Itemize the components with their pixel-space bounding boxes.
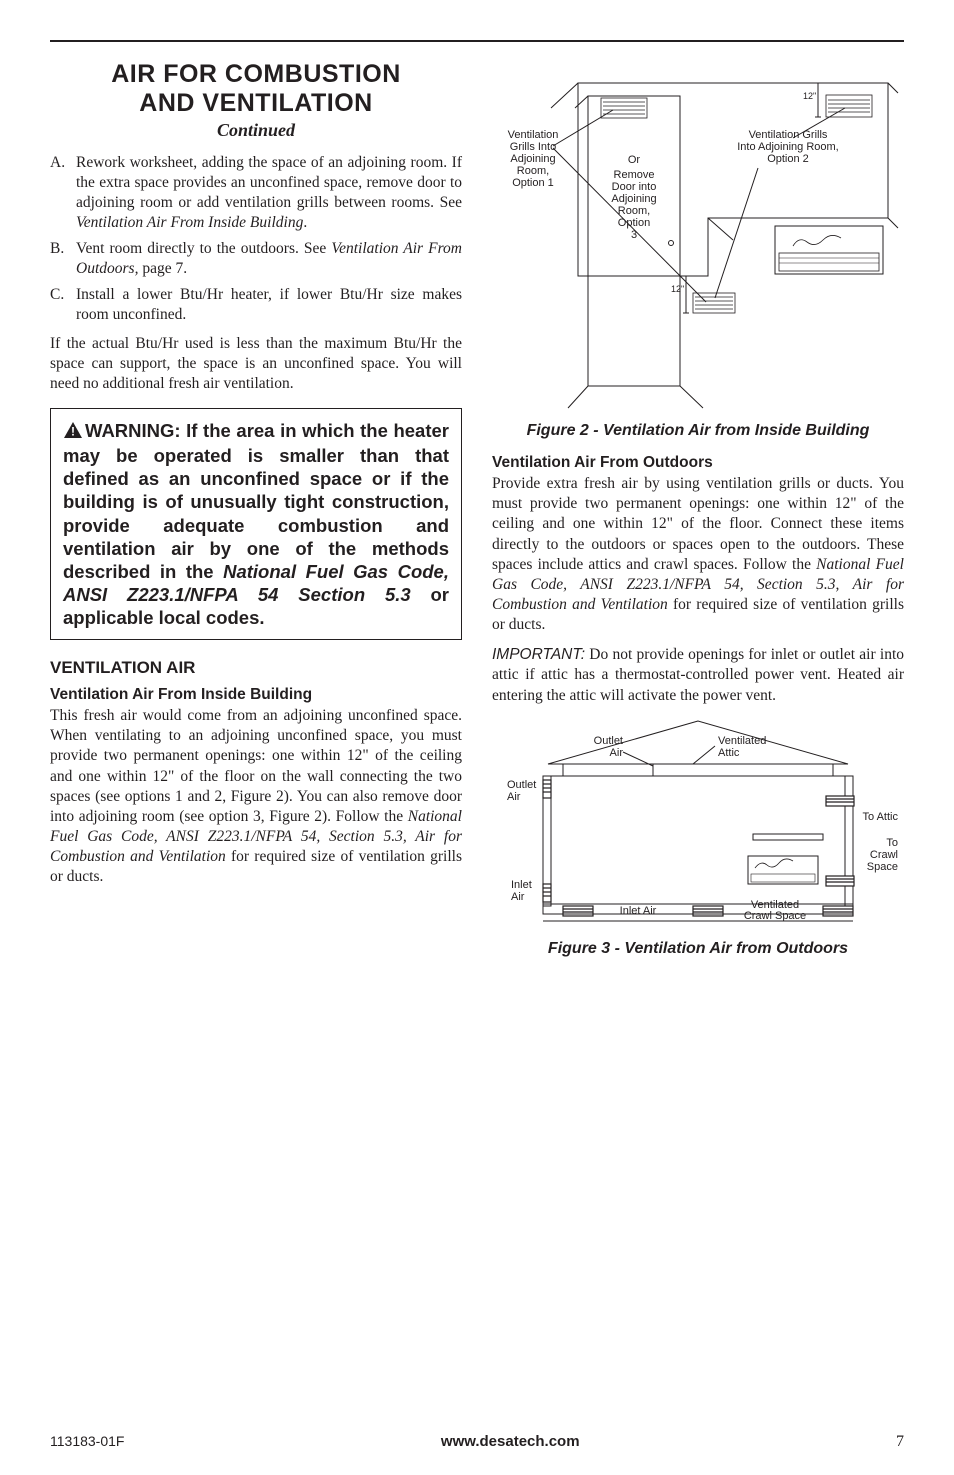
left-column: AIR FOR COMBUSTION AND VENTILATION Conti… — [50, 60, 462, 972]
paragraph: Provide extra fresh air by using ventila… — [492, 474, 904, 635]
vent-grill-icon — [543, 884, 551, 902]
svg-text:Option: Option — [618, 217, 650, 229]
list-text: Vent room directly to the outdoors. See … — [76, 239, 462, 279]
title-line-2: AND VENTILATION — [139, 89, 372, 117]
svg-text:Inlet: Inlet — [511, 879, 532, 891]
footer-doc-id: 113183-01F — [50, 1433, 124, 1449]
svg-text:Room,: Room, — [618, 205, 650, 217]
warning-triangle-icon: ! — [63, 421, 83, 444]
list-item: B. Vent room directly to the outdoors. S… — [50, 239, 462, 279]
important-paragraph: IMPORTANT: Do not provide openings for i… — [492, 645, 904, 705]
list-item: C. Install a lower Btu/Hr heater, if low… — [50, 285, 462, 325]
title-line-1: AIR FOR COMBUSTION — [111, 60, 401, 88]
list-text: Install a lower Btu/Hr heater, if lower … — [76, 285, 462, 325]
svg-text:Ventilation Grills: Ventilation Grills — [749, 129, 828, 141]
vent-grill-icon — [826, 796, 854, 806]
svg-text:Crawl: Crawl — [870, 849, 898, 861]
vent-grill-icon — [693, 293, 735, 313]
warning-box: ! WARNING: If the area in which the heat… — [50, 408, 462, 640]
vent-grill-icon — [826, 876, 854, 886]
svg-text:Crawl Space: Crawl Space — [744, 910, 806, 922]
list-text: Rework worksheet, adding the space of an… — [76, 153, 462, 234]
two-column-layout: AIR FOR COMBUSTION AND VENTILATION Conti… — [50, 60, 904, 972]
svg-text:Outlet: Outlet — [507, 779, 536, 791]
svg-text:Air: Air — [511, 891, 525, 903]
svg-text:3: 3 — [631, 229, 637, 241]
footer-url: www.desatech.com — [441, 1433, 580, 1450]
svg-text:12": 12" — [803, 91, 816, 101]
subsection-heading: VENTILATION AIR — [50, 658, 462, 678]
svg-text:Door into: Door into — [612, 181, 657, 193]
figure-2-diagram: Ventilation Grills Into Adjoining Room, … — [492, 68, 904, 413]
svg-text:Air: Air — [610, 747, 624, 759]
figure-3-diagram: Outlet Air Ventilated Attic Outlet Air T… — [492, 716, 904, 931]
svg-text:Ventilation: Ventilation — [508, 129, 559, 141]
svg-text:Grills Into: Grills Into — [510, 141, 556, 153]
svg-text:Space: Space — [867, 861, 898, 873]
top-horizontal-rule — [50, 40, 904, 42]
list-marker: A. — [50, 153, 76, 234]
paragraph: If the actual Btu/Hr used is less than t… — [50, 334, 462, 394]
paragraph: This fresh air would come from an adjoin… — [50, 706, 462, 887]
svg-text:Adjoining: Adjoining — [611, 193, 656, 205]
svg-text:Inlet Air: Inlet Air — [620, 905, 657, 917]
continued-label: Continued — [50, 120, 462, 141]
right-column: Ventilation Grills Into Adjoining Room, … — [492, 60, 904, 972]
figure-2-caption: Figure 2 - Ventilation Air from Inside B… — [492, 421, 904, 440]
heater-icon — [775, 226, 883, 274]
sub-subsection-heading: Ventilation Air From Outdoors — [492, 454, 904, 472]
svg-text:To: To — [886, 837, 898, 849]
svg-text:To Attic: To Attic — [863, 811, 899, 823]
vent-grill-icon — [826, 95, 872, 117]
footer-page-number: 7 — [896, 1433, 904, 1451]
page-footer: 113183-01F www.desatech.com 7 — [50, 1433, 904, 1451]
sub-subsection-heading: Ventilation Air From Inside Building — [50, 686, 462, 704]
vent-grill-icon — [601, 98, 647, 118]
important-label: IMPORTANT: — [492, 646, 585, 663]
svg-text:Option 2: Option 2 — [767, 153, 809, 165]
svg-text:Air: Air — [507, 791, 521, 803]
svg-text:Outlet: Outlet — [594, 735, 623, 747]
list-marker: C. — [50, 285, 76, 325]
svg-text:12": 12" — [671, 284, 684, 294]
list-item: A. Rework worksheet, adding the space of… — [50, 153, 462, 234]
vent-grill-icon — [543, 780, 551, 798]
svg-text:Ventilated: Ventilated — [718, 735, 766, 747]
svg-text:Or: Or — [628, 154, 641, 166]
svg-text:Remove: Remove — [614, 169, 655, 181]
svg-text:!: ! — [71, 425, 75, 439]
warning-text: WARNING: If the area in which the heater… — [63, 420, 449, 628]
svg-text:Option 1: Option 1 — [512, 177, 554, 189]
svg-text:Adjoining: Adjoining — [510, 153, 555, 165]
heater-icon — [748, 856, 818, 884]
svg-text:Into Adjoining Room,: Into Adjoining Room, — [737, 141, 839, 153]
svg-text:Attic: Attic — [718, 747, 740, 759]
list-marker: B. — [50, 239, 76, 279]
section-title: AIR FOR COMBUSTION AND VENTILATION — [50, 60, 462, 118]
svg-text:Room,: Room, — [517, 165, 549, 177]
lettered-list: A. Rework worksheet, adding the space of… — [50, 153, 462, 326]
figure-3-caption: Figure 3 - Ventilation Air from Outdoors — [492, 939, 904, 958]
